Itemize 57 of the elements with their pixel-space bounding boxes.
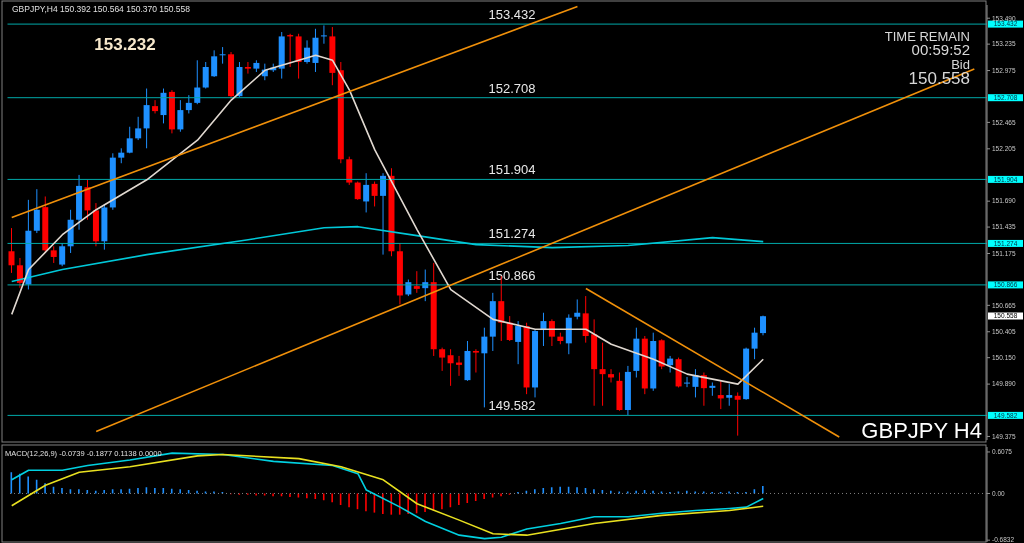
candlestick	[211, 49, 218, 78]
ref-line-label: 152.708	[488, 80, 536, 96]
candlestick	[439, 347, 446, 372]
candlestick	[709, 381, 716, 397]
candlestick	[684, 376, 691, 388]
annotation: 00:59:52	[911, 41, 970, 58]
annotation: Bid	[951, 57, 970, 72]
candlestick	[320, 24, 327, 45]
chart-title: GBPJPY,H4 150.392 150.564 150.370 150.558	[12, 4, 191, 14]
candlestick	[244, 61, 251, 75]
candlestick	[354, 181, 361, 201]
annotation: 153.232	[94, 35, 156, 54]
candlestick	[751, 327, 758, 360]
ref-line-label: 149.582	[488, 398, 536, 414]
candlestick	[16, 257, 23, 289]
ref-line-label: 151.904	[488, 162, 536, 178]
candlestick	[346, 156, 353, 186]
candlestick	[413, 270, 420, 294]
ref-line-label: 151.274	[488, 226, 536, 242]
candlestick	[202, 61, 209, 90]
annotation: TIME REMAIN	[884, 29, 970, 44]
candlestick	[515, 320, 522, 365]
candlestick	[734, 391, 741, 437]
ref-line-label: 150.866	[488, 267, 536, 283]
candlestick	[472, 348, 479, 374]
candlestick	[143, 88, 150, 149]
candlestick	[84, 179, 91, 221]
candlestick	[8, 227, 15, 274]
candlestick	[717, 380, 724, 410]
candlestick	[33, 188, 40, 234]
candlestick	[548, 318, 555, 347]
candlestick	[574, 298, 581, 320]
candlestick	[59, 242, 66, 267]
candlestick	[363, 172, 370, 213]
candlestick	[185, 94, 192, 114]
line-series	[10, 54, 765, 385]
candlestick	[608, 368, 615, 383]
line-series	[10, 225, 765, 283]
candlestick	[667, 355, 674, 374]
candlestick	[371, 181, 378, 207]
candlestick	[380, 172, 387, 256]
annotation: GBPJPY H4	[861, 418, 982, 443]
candlestick	[126, 126, 133, 154]
candlestick	[726, 383, 733, 407]
candlestick	[135, 116, 142, 141]
candlestick	[447, 348, 454, 387]
candlestick	[481, 327, 488, 408]
candlestick	[692, 368, 699, 398]
candlestick	[194, 59, 201, 105]
candlestick	[506, 315, 513, 342]
candlestick	[582, 295, 589, 344]
ref-line-label: 153.432	[488, 7, 536, 23]
candlestick	[177, 99, 184, 133]
candlestick	[160, 88, 167, 124]
candlestick	[152, 99, 159, 114]
candlestick	[599, 342, 606, 407]
candlestick	[219, 46, 226, 65]
